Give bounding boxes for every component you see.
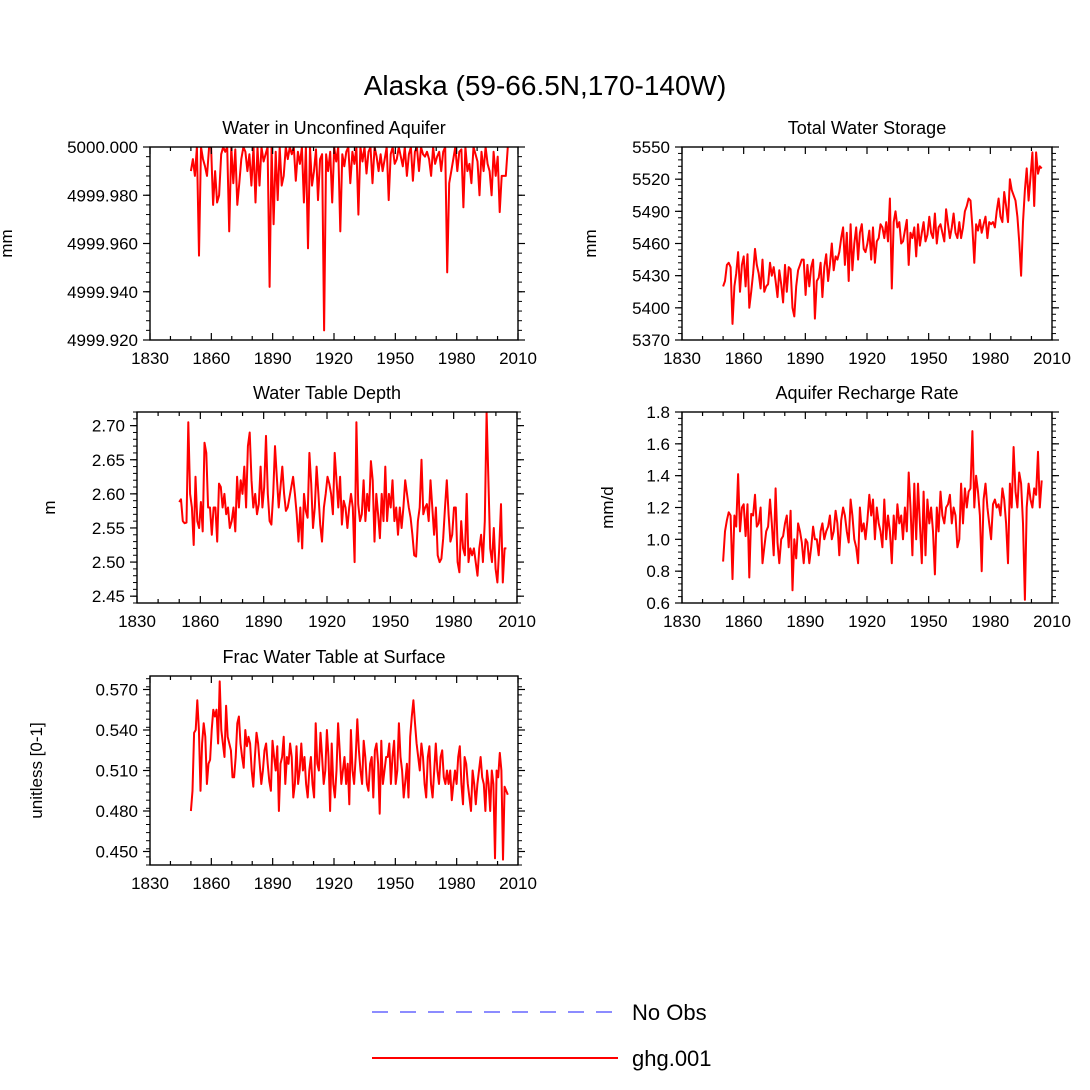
y-tick-label: 5400 [632, 299, 670, 318]
plot-frame [149, 675, 519, 866]
panel-4: 1830 1860 1890 1920 1950 1980 2010 0.6 0.8 1.0 1.2… [598, 383, 1071, 631]
panel-5: 1830 1860 1890 1920 1950 1980 2010 0.450 0.480 0.… [27, 647, 537, 893]
panel-title: Total Water Storage [788, 118, 946, 138]
x-tick-label: 1860 [725, 612, 763, 631]
y-tick-label: 1.6 [646, 435, 670, 454]
panel-title: Water Table Depth [253, 383, 401, 403]
x-tick-label: 1950 [376, 349, 414, 368]
y-tick-label: 4999.920 [67, 331, 138, 350]
series-line-3-1 [178, 412, 507, 584]
y-axis-label: mm/d [598, 486, 617, 529]
y-tick-label: 2.50 [92, 553, 125, 572]
x-tick-label: 1950 [910, 349, 948, 368]
x-tick-label: 2010 [499, 349, 537, 368]
y-axis-label: mm [0, 229, 16, 257]
x-tick-label: 1950 [910, 612, 948, 631]
y-tick-label: 4999.960 [67, 235, 138, 254]
panel-2: 1830 1860 1890 1920 1950 1980 2010 5370 5400 5430… [581, 118, 1071, 368]
y-tick-label: 5520 [632, 170, 670, 189]
x-tick-label: 1890 [254, 874, 292, 893]
x-tick-label: 1980 [971, 612, 1009, 631]
x-tick-label: 1830 [131, 874, 169, 893]
x-tick-label: 1890 [245, 612, 283, 631]
y-tick-label: 0.450 [95, 843, 138, 862]
y-tick-label: 1.4 [646, 467, 670, 486]
y-tick-label: 2.70 [92, 417, 125, 436]
y-tick-label: 0.8 [646, 562, 670, 581]
legend: No Obs ghg.001 [372, 1000, 712, 1071]
legend-label-1: No Obs [632, 1000, 707, 1025]
x-tick-label: 2010 [499, 874, 537, 893]
plot-grid: 1830 1860 1890 1920 1950 1980 2010 4999.920 4999… [0, 118, 1071, 893]
y-tick-label: 5550 [632, 138, 670, 157]
y-tick-label: 1.0 [646, 530, 670, 549]
x-tick-label: 1980 [438, 874, 476, 893]
y-tick-label: 0.570 [95, 681, 138, 700]
x-tick-label: 1860 [181, 612, 219, 631]
x-tick-label: 1890 [254, 349, 292, 368]
y-tick-label: 2.45 [92, 587, 125, 606]
y-tick-label: 2.60 [92, 485, 125, 504]
panel-1: 1830 1860 1890 1920 1950 1980 2010 4999.920 4999… [0, 118, 537, 368]
x-tick-label: 1890 [786, 349, 824, 368]
legend-label-2: ghg.001 [632, 1046, 712, 1071]
y-tick-label: 1.8 [646, 403, 670, 422]
y-tick-label: 2.55 [92, 519, 125, 538]
x-tick-label: 1980 [438, 349, 476, 368]
x-tick-label: 1920 [308, 612, 346, 631]
x-tick-label: 1890 [786, 612, 824, 631]
y-tick-label: 4999.940 [67, 283, 138, 302]
series-line-5-1 [189, 680, 509, 861]
y-tick-label: 0.510 [95, 762, 138, 781]
x-tick-label: 1950 [376, 874, 414, 893]
x-tick-label: 1860 [725, 349, 763, 368]
y-axis-label: unitless [0-1] [27, 722, 46, 818]
y-tick-label: 5430 [632, 267, 670, 286]
panel-3: 1830 1860 1890 1920 1950 1980 2010 2.45 2.50 2.55… [40, 383, 536, 631]
y-tick-label: 2.65 [92, 451, 125, 470]
x-tick-label: 1920 [315, 349, 353, 368]
x-tick-label: 1980 [435, 612, 473, 631]
panel-title: Aquifer Recharge Rate [775, 383, 958, 403]
x-tick-label: 1920 [848, 349, 886, 368]
series-line-2-1 [722, 151, 1043, 325]
y-tick-label: 5000.000 [67, 138, 138, 157]
x-tick-label: 1950 [371, 612, 409, 631]
x-tick-label: 1860 [192, 349, 230, 368]
y-tick-label: 5490 [632, 202, 670, 221]
y-tick-label: 0.6 [646, 594, 670, 613]
figure-title: Alaska (59-66.5N,170-140W) [364, 70, 727, 101]
y-tick-label: 1.2 [646, 499, 670, 518]
y-tick-label: 0.480 [95, 802, 138, 821]
y-tick-label: 0.540 [95, 721, 138, 740]
panel-title: Water in Unconfined Aquifer [222, 118, 445, 138]
x-tick-label: 1830 [118, 612, 156, 631]
x-tick-label: 1920 [315, 874, 353, 893]
series-line-4-1 [722, 430, 1043, 601]
panel-title: Frac Water Table at Surface [222, 647, 445, 667]
x-tick-label: 1830 [663, 349, 701, 368]
y-tick-label: 4999.980 [67, 186, 138, 205]
y-tick-label: 5460 [632, 235, 670, 254]
x-tick-label: 2010 [1033, 612, 1071, 631]
y-tick-label: 5370 [632, 331, 670, 350]
x-tick-label: 1830 [131, 349, 169, 368]
y-axis-label: m [40, 500, 59, 514]
x-tick-label: 1980 [971, 349, 1009, 368]
x-tick-label: 1920 [848, 612, 886, 631]
x-tick-label: 1860 [192, 874, 230, 893]
x-tick-label: 1830 [663, 612, 701, 631]
x-tick-label: 2010 [1033, 349, 1071, 368]
y-axis-label: mm [581, 229, 600, 257]
series-line-1-1 [189, 147, 509, 332]
x-tick-label: 2010 [498, 612, 536, 631]
